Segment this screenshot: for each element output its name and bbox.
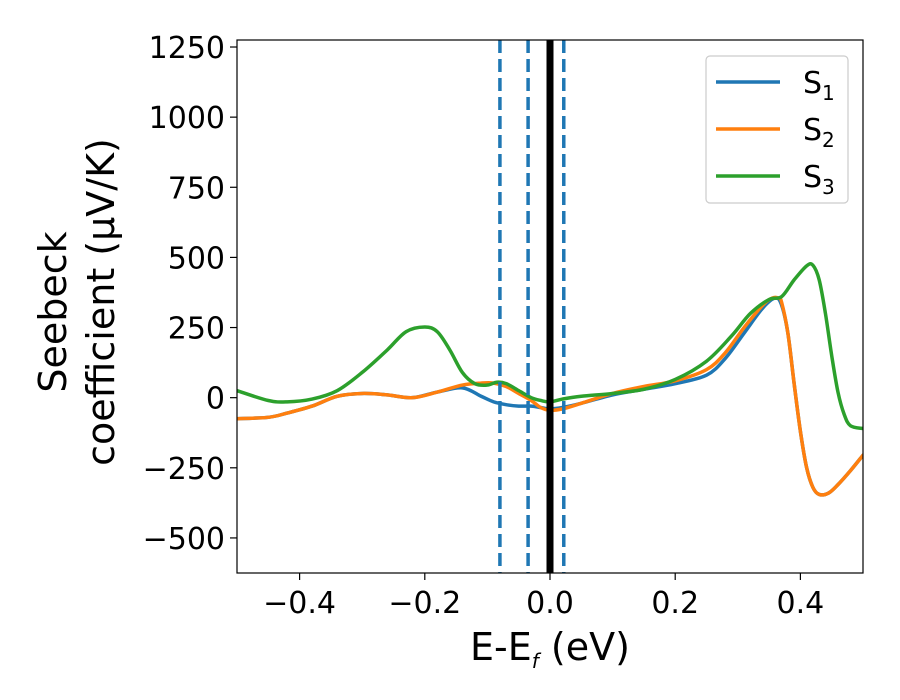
x-ticks: −0.4 −0.2 0.0 0.2 0.4	[263, 573, 824, 621]
y-tick-label-2: 0	[206, 382, 225, 417]
y-tick-label-7: 1250	[149, 31, 225, 66]
x-tick-label-4: 0.4	[777, 586, 825, 621]
y-axis-label-line2: coefficient (μV/K)	[79, 138, 123, 466]
x-axis-label: E-Ef (eV)	[470, 625, 630, 673]
legend-label-2: S2	[803, 113, 835, 152]
series-line-3	[237, 262, 863, 431]
y-tick-label-3: 250	[168, 312, 225, 347]
y-tick-label-5: 750	[168, 171, 225, 206]
y-tick-label-6: 1000	[149, 101, 225, 136]
y-axis-label-line1: Seebeck	[31, 231, 75, 392]
legend-label-1: S1	[803, 66, 835, 105]
x-tick-label-2: 0.0	[526, 586, 574, 621]
y-tick-label-0: −500	[143, 522, 225, 557]
vertical-marker-layer	[498, 40, 566, 573]
x-tick-label-0: −0.4	[263, 586, 336, 621]
y-ticks: −500 −250 0 250 500 750 1000 1250	[143, 31, 237, 557]
legend-label-3: S3	[803, 160, 835, 199]
y-axis-label: Seebeck coefficient (μV/K)	[31, 138, 123, 466]
x-tick-label-1: −0.2	[388, 586, 461, 621]
x-tick-label-3: 0.2	[651, 586, 699, 621]
y-tick-label-4: 500	[168, 241, 225, 276]
legend: S1 S2 S3	[705, 55, 849, 204]
series-layer	[237, 262, 863, 497]
y-tick-label-1: −250	[143, 452, 225, 487]
